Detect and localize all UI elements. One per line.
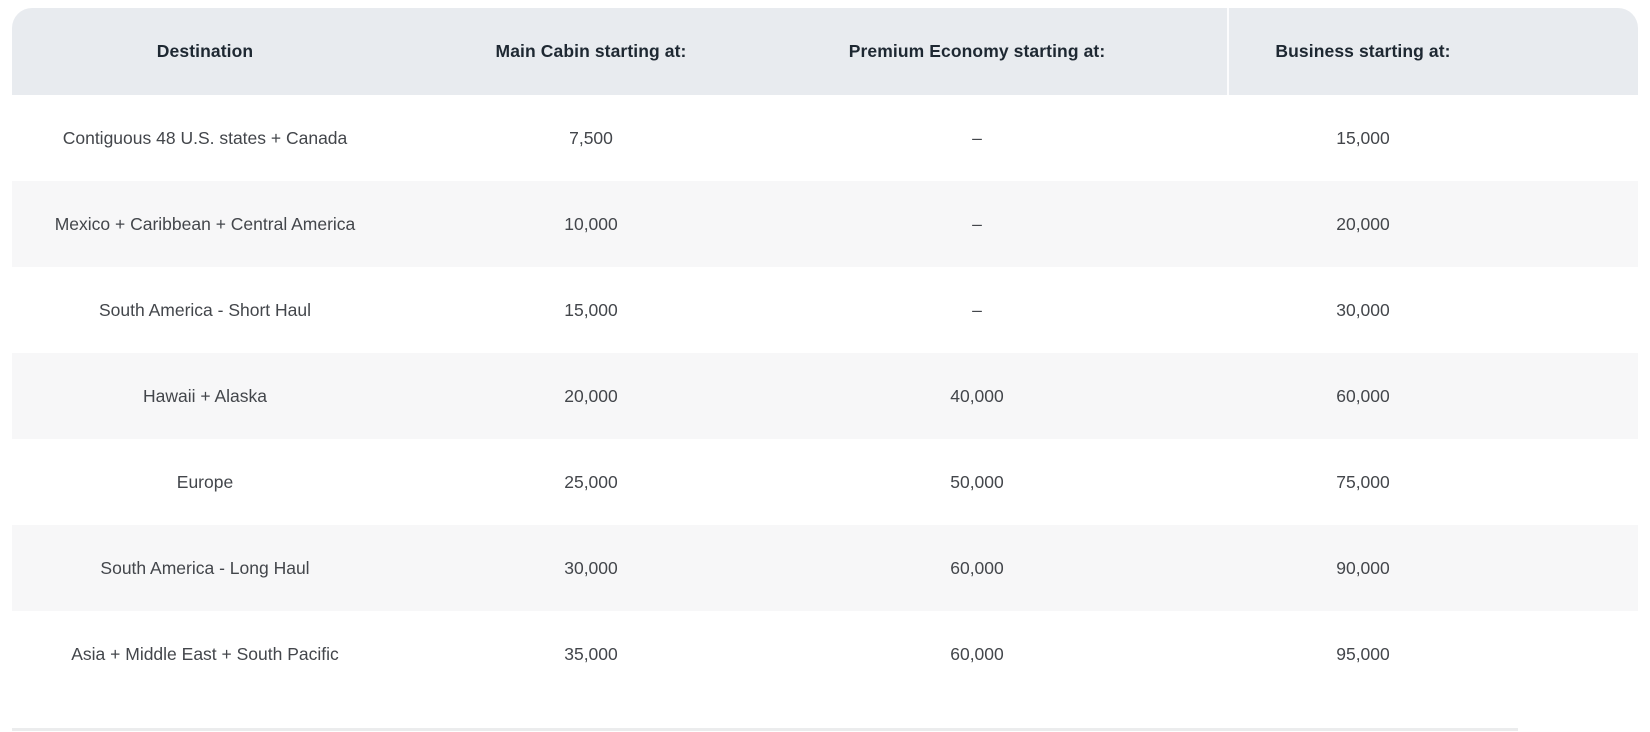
table-header-row: Destination Main Cabin starting at: Prem… <box>12 8 1638 95</box>
cell-premium-economy: 50,000 <box>950 471 1004 492</box>
table-row: South America - Short Haul 15,000 – 30,0… <box>12 267 1638 353</box>
cell-premium-economy: 60,000 <box>950 557 1004 578</box>
cell-business: 60,000 <box>1336 385 1390 406</box>
column-header-premium-economy: Premium Economy starting at: <box>848 41 1106 61</box>
table-row: Europe 25,000 50,000 75,000 <box>12 439 1638 525</box>
table-row: Contiguous 48 U.S. states + Canada 7,500… <box>12 95 1638 181</box>
cell-spacer <box>1556 95 1638 181</box>
table-row: Hawaii + Alaska 20,000 40,000 60,000 <box>12 353 1638 439</box>
cell-business: 15,000 <box>1336 127 1390 148</box>
cell-premium-economy: – <box>972 213 982 234</box>
cell-destination: Hawaii + Alaska <box>142 385 268 406</box>
column-header-main-cabin: Main Cabin starting at: <box>495 41 687 61</box>
cell-spacer <box>1556 181 1638 267</box>
cell-main-cabin: 15,000 <box>564 299 618 320</box>
cell-business: 20,000 <box>1336 213 1390 234</box>
cell-destination: Asia + Middle East + South Pacific <box>71 643 339 664</box>
table-row: South America - Long Haul 30,000 60,000 … <box>12 525 1638 611</box>
cell-business: 90,000 <box>1336 557 1390 578</box>
cell-main-cabin: 20,000 <box>564 385 618 406</box>
cell-spacer <box>1556 611 1638 697</box>
cell-premium-economy: 60,000 <box>950 643 1004 664</box>
cell-destination: South America - Long Haul <box>100 557 310 578</box>
cell-premium-economy: – <box>972 299 982 320</box>
cell-spacer <box>1556 353 1638 439</box>
table-row: Asia + Middle East + South Pacific 35,00… <box>12 611 1638 697</box>
cell-business: 95,000 <box>1336 643 1390 664</box>
cell-destination: Europe <box>176 471 234 492</box>
cell-premium-economy: 40,000 <box>950 385 1004 406</box>
cell-destination: Mexico + Caribbean + Central America <box>54 213 356 234</box>
cell-main-cabin: 10,000 <box>564 213 618 234</box>
cell-main-cabin: 30,000 <box>564 557 618 578</box>
column-header-destination: Destination <box>156 41 254 61</box>
header-spacer <box>1556 8 1638 95</box>
cell-business: 75,000 <box>1336 471 1390 492</box>
cell-business: 30,000 <box>1336 299 1390 320</box>
cell-spacer <box>1556 439 1638 525</box>
cell-spacer <box>1556 525 1638 611</box>
bottom-divider <box>12 728 1518 731</box>
cell-main-cabin: 25,000 <box>564 471 618 492</box>
table-row: Mexico + Caribbean + Central America 10,… <box>12 181 1638 267</box>
cell-main-cabin: 35,000 <box>564 643 618 664</box>
column-header-business: Business starting at: <box>1275 41 1451 61</box>
award-chart-table: Destination Main Cabin starting at: Prem… <box>12 8 1638 697</box>
cell-spacer <box>1556 267 1638 353</box>
cell-main-cabin: 7,500 <box>569 127 613 148</box>
cell-destination: Contiguous 48 U.S. states + Canada <box>62 127 348 148</box>
cell-premium-economy: – <box>972 127 982 148</box>
cell-destination: South America - Short Haul <box>98 299 312 320</box>
header-column-divider <box>1227 8 1229 95</box>
